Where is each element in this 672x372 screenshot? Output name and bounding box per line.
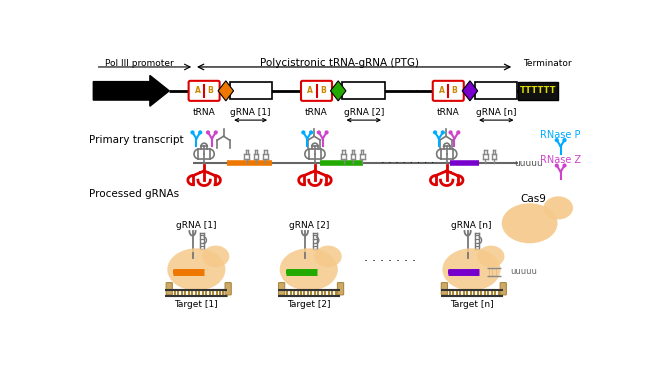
Text: Processed gRNAs: Processed gRNAs — [89, 189, 179, 199]
Bar — [474, 82, 517, 99]
Circle shape — [317, 131, 321, 134]
Text: Polycistronic tRNA-gRNA (PTG): Polycistronic tRNA-gRNA (PTG) — [260, 58, 419, 68]
Polygon shape — [331, 81, 346, 101]
Circle shape — [325, 131, 328, 134]
Circle shape — [199, 131, 202, 134]
FancyBboxPatch shape — [500, 283, 507, 295]
Text: · · ·: · · · — [409, 86, 426, 96]
Bar — [342, 82, 384, 99]
Text: gRNA [n]: gRNA [n] — [452, 221, 492, 230]
Circle shape — [191, 131, 194, 134]
Text: Target [2]: Target [2] — [287, 299, 331, 309]
Ellipse shape — [280, 248, 338, 291]
Polygon shape — [93, 76, 169, 106]
Circle shape — [433, 131, 437, 134]
Bar — [518, 82, 558, 100]
Ellipse shape — [477, 246, 505, 267]
Text: B: B — [452, 86, 458, 95]
Text: uuuuu: uuuuu — [514, 159, 543, 168]
Text: A: A — [439, 86, 445, 95]
Circle shape — [555, 139, 558, 141]
FancyBboxPatch shape — [433, 81, 464, 101]
Text: tRNA: tRNA — [193, 108, 216, 117]
Ellipse shape — [167, 248, 225, 291]
Circle shape — [563, 164, 566, 167]
FancyBboxPatch shape — [166, 283, 172, 295]
Text: Primary transcript: Primary transcript — [89, 135, 184, 145]
Text: Target [n]: Target [n] — [450, 299, 493, 309]
Circle shape — [442, 131, 444, 134]
Ellipse shape — [314, 246, 341, 267]
Text: Cas9: Cas9 — [521, 194, 546, 203]
Text: Pol III promoter: Pol III promoter — [106, 59, 174, 68]
FancyBboxPatch shape — [189, 81, 220, 101]
Ellipse shape — [442, 248, 501, 291]
Text: tRNA: tRNA — [305, 108, 328, 117]
Ellipse shape — [544, 196, 573, 219]
Text: A: A — [195, 86, 201, 95]
FancyBboxPatch shape — [301, 81, 332, 101]
Text: RNase P: RNase P — [540, 130, 581, 140]
Text: Target [1]: Target [1] — [175, 299, 218, 309]
Circle shape — [214, 131, 217, 134]
Text: gRNA [1]: gRNA [1] — [230, 108, 271, 117]
Polygon shape — [218, 81, 234, 101]
Text: tRNA: tRNA — [437, 108, 460, 117]
Circle shape — [302, 131, 304, 134]
Text: RNase Z: RNase Z — [540, 155, 581, 165]
FancyBboxPatch shape — [225, 283, 231, 295]
Text: TTTTTT: TTTTTT — [520, 86, 556, 95]
Circle shape — [555, 164, 558, 167]
Circle shape — [310, 131, 312, 134]
Ellipse shape — [502, 203, 558, 243]
Polygon shape — [462, 81, 478, 101]
Text: gRNA [n]: gRNA [n] — [476, 108, 517, 117]
FancyBboxPatch shape — [278, 283, 285, 295]
Circle shape — [449, 131, 452, 134]
Circle shape — [563, 139, 566, 141]
Text: A: A — [307, 86, 313, 95]
Circle shape — [457, 131, 460, 134]
Text: gRNA [2]: gRNA [2] — [288, 221, 329, 230]
FancyBboxPatch shape — [442, 283, 448, 295]
Text: uuuuu: uuuuu — [510, 267, 537, 276]
Text: · · · · · · · ·: · · · · · · · · — [381, 158, 435, 168]
Text: · · · · · · ·: · · · · · · · — [364, 255, 416, 268]
Text: B: B — [320, 86, 325, 95]
Circle shape — [206, 131, 210, 134]
Ellipse shape — [202, 246, 229, 267]
Text: Terminator: Terminator — [523, 59, 572, 68]
Text: gRNA [1]: gRNA [1] — [176, 221, 216, 230]
Bar — [230, 82, 272, 99]
FancyBboxPatch shape — [337, 283, 343, 295]
Text: B: B — [208, 86, 213, 95]
Text: gRNA [2]: gRNA [2] — [344, 108, 385, 117]
